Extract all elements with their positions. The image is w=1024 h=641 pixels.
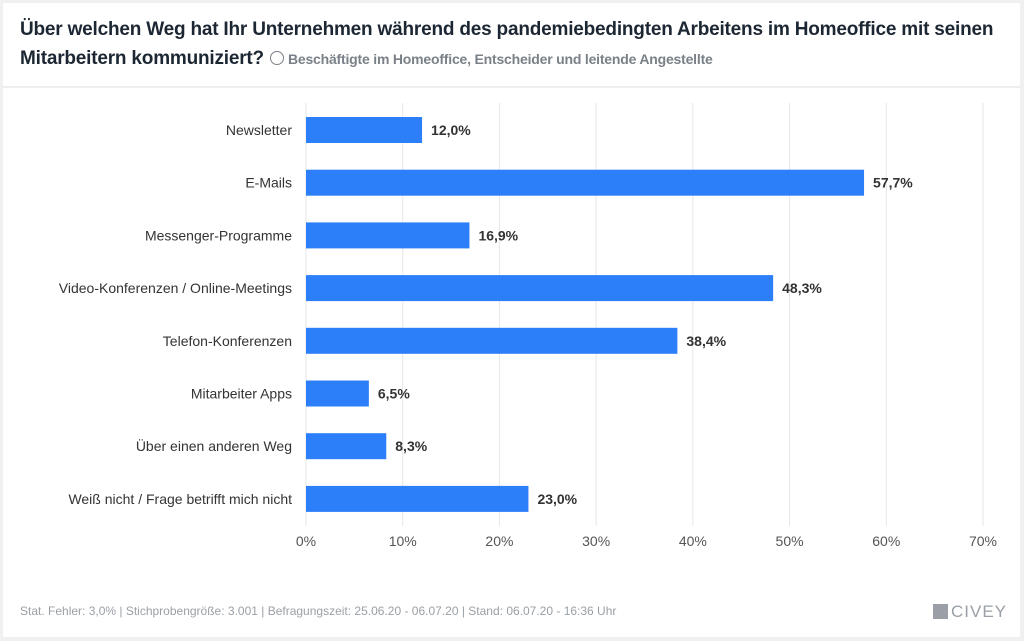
target-group-icon xyxy=(269,51,284,65)
category-label: Mitarbeiter Apps xyxy=(191,386,292,402)
bar xyxy=(306,485,529,512)
bar xyxy=(306,117,423,143)
footer-stats: Stat. Fehler: 3,0% | Stichprobengröße: 3… xyxy=(20,604,617,618)
category-label: Telefon-Konferenzen xyxy=(163,333,292,349)
chart-card: Über welchen Weg hat Ihr Unternehmen wäh… xyxy=(3,3,1020,637)
chart-header: Über welchen Weg hat Ihr Unternehmen wäh… xyxy=(3,3,1020,88)
data-label: 8,3% xyxy=(395,438,427,454)
civey-logo: CIVEY xyxy=(933,602,1007,622)
category-label: Newsletter xyxy=(226,122,292,138)
logo-text: CIVEY xyxy=(951,602,1008,621)
chart-subtitle: Beschäftigte im Homeoffice, Entscheider … xyxy=(287,51,713,67)
bar xyxy=(306,433,387,460)
bar xyxy=(306,380,369,407)
category-label: E-Mails xyxy=(245,175,292,191)
bar xyxy=(306,327,678,354)
x-tick-label: 60% xyxy=(872,533,900,549)
data-label: 16,9% xyxy=(478,227,518,243)
data-label: 12,0% xyxy=(431,122,471,138)
category-label: Weiß nicht / Frage betrifft mich nicht xyxy=(68,491,292,507)
data-label: 38,4% xyxy=(686,333,726,349)
x-tick-label: 50% xyxy=(776,533,804,549)
chart-title: Über welchen Weg hat Ihr Unternehmen wäh… xyxy=(20,19,994,69)
category-label: Video-Konferenzen / Online-Meetings xyxy=(59,280,292,296)
bar xyxy=(306,169,865,196)
category-label: Über einen anderen Weg xyxy=(136,437,292,454)
logo-icon xyxy=(933,604,948,619)
data-label: 57,7% xyxy=(873,175,913,191)
category-label: Messenger-Programme xyxy=(145,227,292,243)
data-label: 6,5% xyxy=(378,386,410,402)
x-tick-label: 20% xyxy=(485,533,513,549)
x-tick-label: 0% xyxy=(296,533,316,549)
x-tick-label: 70% xyxy=(969,533,997,549)
bar-chart: 0% 10% 20% 30% 40% 50% 60% 70% Newsletter 12,0% E-… xyxy=(59,103,997,549)
x-tick-label: 30% xyxy=(582,533,610,549)
data-label: 48,3% xyxy=(782,280,822,296)
bar xyxy=(306,275,774,302)
data-label: 23,0% xyxy=(537,491,577,507)
bar xyxy=(306,222,470,249)
x-tick-label: 40% xyxy=(679,533,707,549)
x-tick-label: 10% xyxy=(389,533,417,549)
